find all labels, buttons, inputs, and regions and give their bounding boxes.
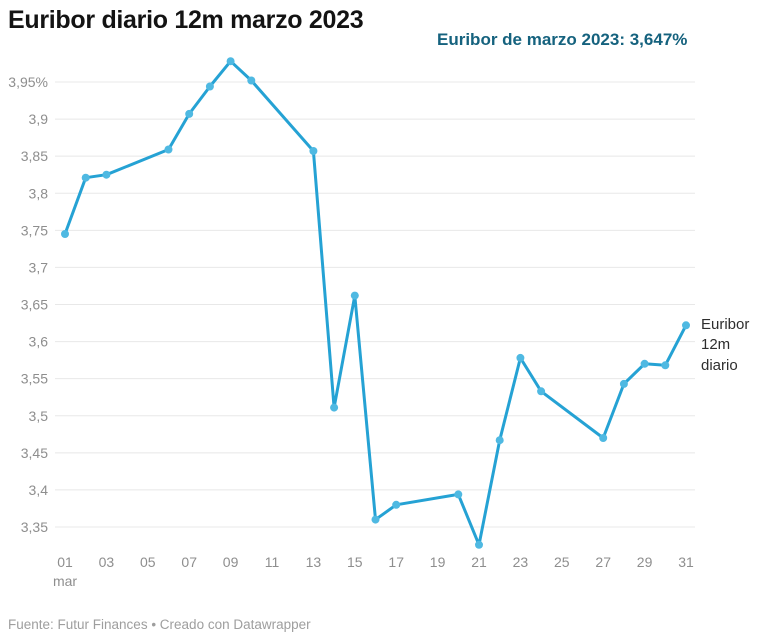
data-point[interactable] bbox=[330, 403, 339, 412]
series-line bbox=[63, 59, 688, 547]
data-point[interactable] bbox=[661, 361, 670, 370]
x-tick-label: 07 bbox=[181, 554, 197, 570]
y-tick-label: 3,8 bbox=[29, 185, 49, 201]
data-point[interactable] bbox=[619, 379, 628, 388]
x-tick-label: 03 bbox=[99, 554, 115, 570]
x-tick-label: 15 bbox=[347, 554, 363, 570]
y-tick-label: 3,65 bbox=[21, 297, 48, 313]
data-point[interactable] bbox=[102, 170, 111, 179]
y-tick-label: 3,55 bbox=[21, 371, 48, 387]
x-tick-label: 21 bbox=[471, 554, 487, 570]
data-point[interactable] bbox=[205, 82, 214, 91]
x-tick-label: 11 bbox=[265, 554, 280, 570]
x-tick-label: 09 bbox=[223, 554, 239, 570]
y-tick-label: 3,85 bbox=[21, 148, 48, 164]
series-label: Euribor 12m diario bbox=[701, 316, 750, 374]
y-tick-label: 3,6 bbox=[29, 334, 49, 350]
x-tick-label: 25 bbox=[554, 554, 570, 570]
y-tick-label: 3,7 bbox=[29, 259, 49, 275]
x-tick-label: 13 bbox=[306, 554, 322, 570]
data-point[interactable] bbox=[392, 500, 401, 509]
data-point[interactable] bbox=[371, 515, 380, 524]
data-point[interactable] bbox=[81, 173, 90, 182]
x-tick-label: 05 bbox=[140, 554, 156, 570]
x-tick-label: 29 bbox=[637, 554, 653, 570]
x-tick-label: 17 bbox=[388, 554, 404, 570]
y-tick-label: 3,95% bbox=[8, 74, 48, 90]
x-tick-label: 27 bbox=[595, 554, 611, 570]
data-point[interactable] bbox=[516, 353, 525, 362]
data-point[interactable] bbox=[454, 490, 463, 499]
x-tick-label: 23 bbox=[513, 554, 529, 570]
data-point[interactable] bbox=[640, 359, 649, 368]
y-tick-label: 3,5 bbox=[29, 408, 49, 424]
y-tick-label: 3,4 bbox=[29, 482, 49, 498]
monthly-average-annotation: Euribor de marzo 2023: 3,647% bbox=[437, 30, 688, 49]
data-point[interactable] bbox=[475, 540, 483, 549]
data-point[interactable] bbox=[185, 109, 194, 118]
y-tick-label: 3,45 bbox=[21, 445, 48, 461]
y-tick-label: 3,75 bbox=[21, 222, 48, 238]
chart-title: Euribor diario 12m marzo 2023 bbox=[8, 6, 364, 34]
y-tick-label: 3,35 bbox=[21, 519, 48, 535]
data-point[interactable] bbox=[61, 230, 69, 238]
data-point[interactable] bbox=[247, 76, 256, 85]
data-point[interactable] bbox=[537, 387, 546, 396]
y-tick-label: 3,9 bbox=[29, 111, 49, 127]
data-point[interactable] bbox=[164, 145, 173, 154]
x-tick-label: 01 bbox=[57, 554, 73, 570]
data-point[interactable] bbox=[226, 57, 235, 66]
x-tick-sublabel: mar bbox=[53, 573, 77, 589]
data-point[interactable] bbox=[495, 436, 504, 445]
data-point[interactable] bbox=[599, 434, 608, 442]
chart-footer: Fuente: Futur Finances • Creado con Data… bbox=[8, 617, 311, 632]
data-point[interactable] bbox=[682, 321, 690, 330]
data-point[interactable] bbox=[309, 147, 318, 155]
x-tick-label: 31 bbox=[678, 554, 694, 570]
x-tick-label: 19 bbox=[430, 554, 446, 570]
data-point[interactable] bbox=[350, 291, 359, 300]
